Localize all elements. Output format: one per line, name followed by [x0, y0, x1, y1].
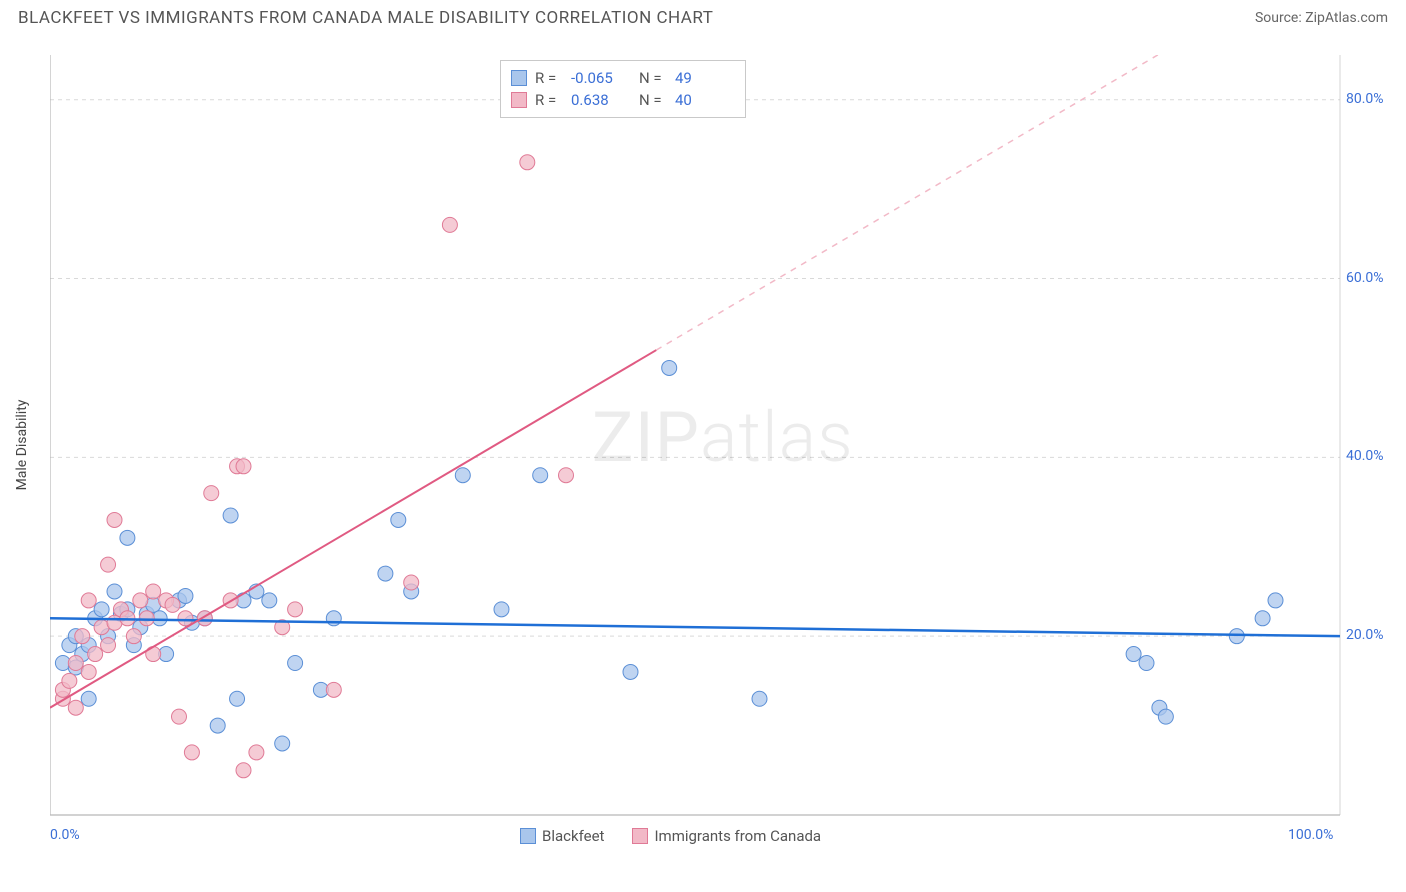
stats-legend-box: R = -0.065 N = 49 R = 0.638 N = 40 — [500, 60, 746, 118]
y-axis-label: Male Disability — [14, 400, 30, 491]
chart-title: BLACKFEET VS IMMIGRANTS FROM CANADA MALE… — [18, 8, 713, 28]
data-point — [223, 508, 238, 523]
data-point — [101, 638, 116, 653]
data-point — [101, 557, 116, 572]
data-point — [88, 647, 103, 662]
stats-n-value: 49 — [675, 69, 735, 87]
data-point — [1229, 629, 1244, 644]
data-point — [210, 718, 225, 733]
data-point — [404, 575, 419, 590]
data-point — [1139, 656, 1154, 671]
data-point — [81, 593, 96, 608]
data-point — [1268, 593, 1283, 608]
stats-r-label: R = — [535, 91, 563, 109]
data-point — [559, 468, 574, 483]
stats-row: R = -0.065 N = 49 — [511, 67, 735, 89]
stats-r-label: R = — [535, 69, 563, 87]
data-point — [172, 709, 187, 724]
stats-n-label: N = — [639, 69, 667, 87]
trend-line — [50, 350, 656, 708]
data-point — [236, 459, 251, 474]
data-point — [752, 691, 767, 706]
data-point — [126, 629, 141, 644]
data-point — [184, 745, 199, 760]
data-point — [533, 468, 548, 483]
data-point — [178, 611, 193, 626]
data-point — [62, 673, 77, 688]
data-point — [1158, 709, 1173, 724]
data-point — [236, 763, 251, 778]
x-tick-label: 100.0% — [1288, 827, 1333, 843]
data-point — [520, 155, 535, 170]
legend-item: Immigrants from Canada — [632, 827, 821, 845]
data-point — [1126, 647, 1141, 662]
data-point — [288, 656, 303, 671]
series-swatch — [511, 70, 527, 86]
data-point — [623, 664, 638, 679]
data-point — [230, 691, 245, 706]
stats-row: R = 0.638 N = 40 — [511, 89, 735, 111]
series-legend: Blackfeet Immigrants from Canada — [520, 827, 821, 845]
data-point — [288, 602, 303, 617]
legend-item: Blackfeet — [520, 827, 604, 845]
data-point — [455, 468, 470, 483]
x-tick-label: 0.0% — [50, 827, 80, 843]
chart-header: BLACKFEET VS IMMIGRANTS FROM CANADA MALE… — [0, 0, 1406, 34]
data-point — [139, 611, 154, 626]
data-point — [81, 664, 96, 679]
stats-r-value: 0.638 — [571, 91, 631, 109]
data-point — [107, 584, 122, 599]
stats-n-label: N = — [639, 91, 667, 109]
series-swatch — [511, 92, 527, 108]
scatter-chart — [50, 55, 1390, 855]
chart-container: Male Disability ZIPatlas R =-0.065N =49R… — [50, 55, 1390, 835]
data-point — [68, 656, 83, 671]
data-point — [133, 593, 148, 608]
series-swatch — [632, 828, 648, 844]
data-point — [178, 588, 193, 603]
data-point — [120, 530, 135, 545]
legend-label: Blackfeet — [542, 827, 604, 845]
data-point — [378, 566, 393, 581]
data-point — [75, 629, 90, 644]
data-point — [165, 597, 180, 612]
trend-line — [50, 618, 1340, 636]
data-point — [146, 584, 161, 599]
legend-label: Immigrants from Canada — [654, 827, 821, 845]
data-point — [68, 700, 83, 715]
y-tick-label: 60.0% — [1346, 270, 1384, 286]
data-point — [94, 602, 109, 617]
stats-n-value: 40 — [675, 91, 735, 109]
data-point — [391, 512, 406, 527]
data-point — [262, 593, 277, 608]
data-point — [1255, 611, 1270, 626]
data-point — [662, 360, 677, 375]
data-point — [204, 486, 219, 501]
data-point — [326, 682, 341, 697]
data-point — [107, 512, 122, 527]
data-point — [249, 745, 264, 760]
data-point — [494, 602, 509, 617]
y-tick-label: 20.0% — [1346, 627, 1384, 643]
data-point — [275, 736, 290, 751]
y-tick-label: 80.0% — [1346, 91, 1384, 107]
stats-r-value: -0.065 — [571, 69, 631, 87]
data-point — [81, 691, 96, 706]
series-swatch — [520, 828, 536, 844]
chart-source: Source: ZipAtlas.com — [1255, 10, 1388, 26]
data-point — [442, 217, 457, 232]
y-tick-label: 40.0% — [1346, 448, 1384, 464]
